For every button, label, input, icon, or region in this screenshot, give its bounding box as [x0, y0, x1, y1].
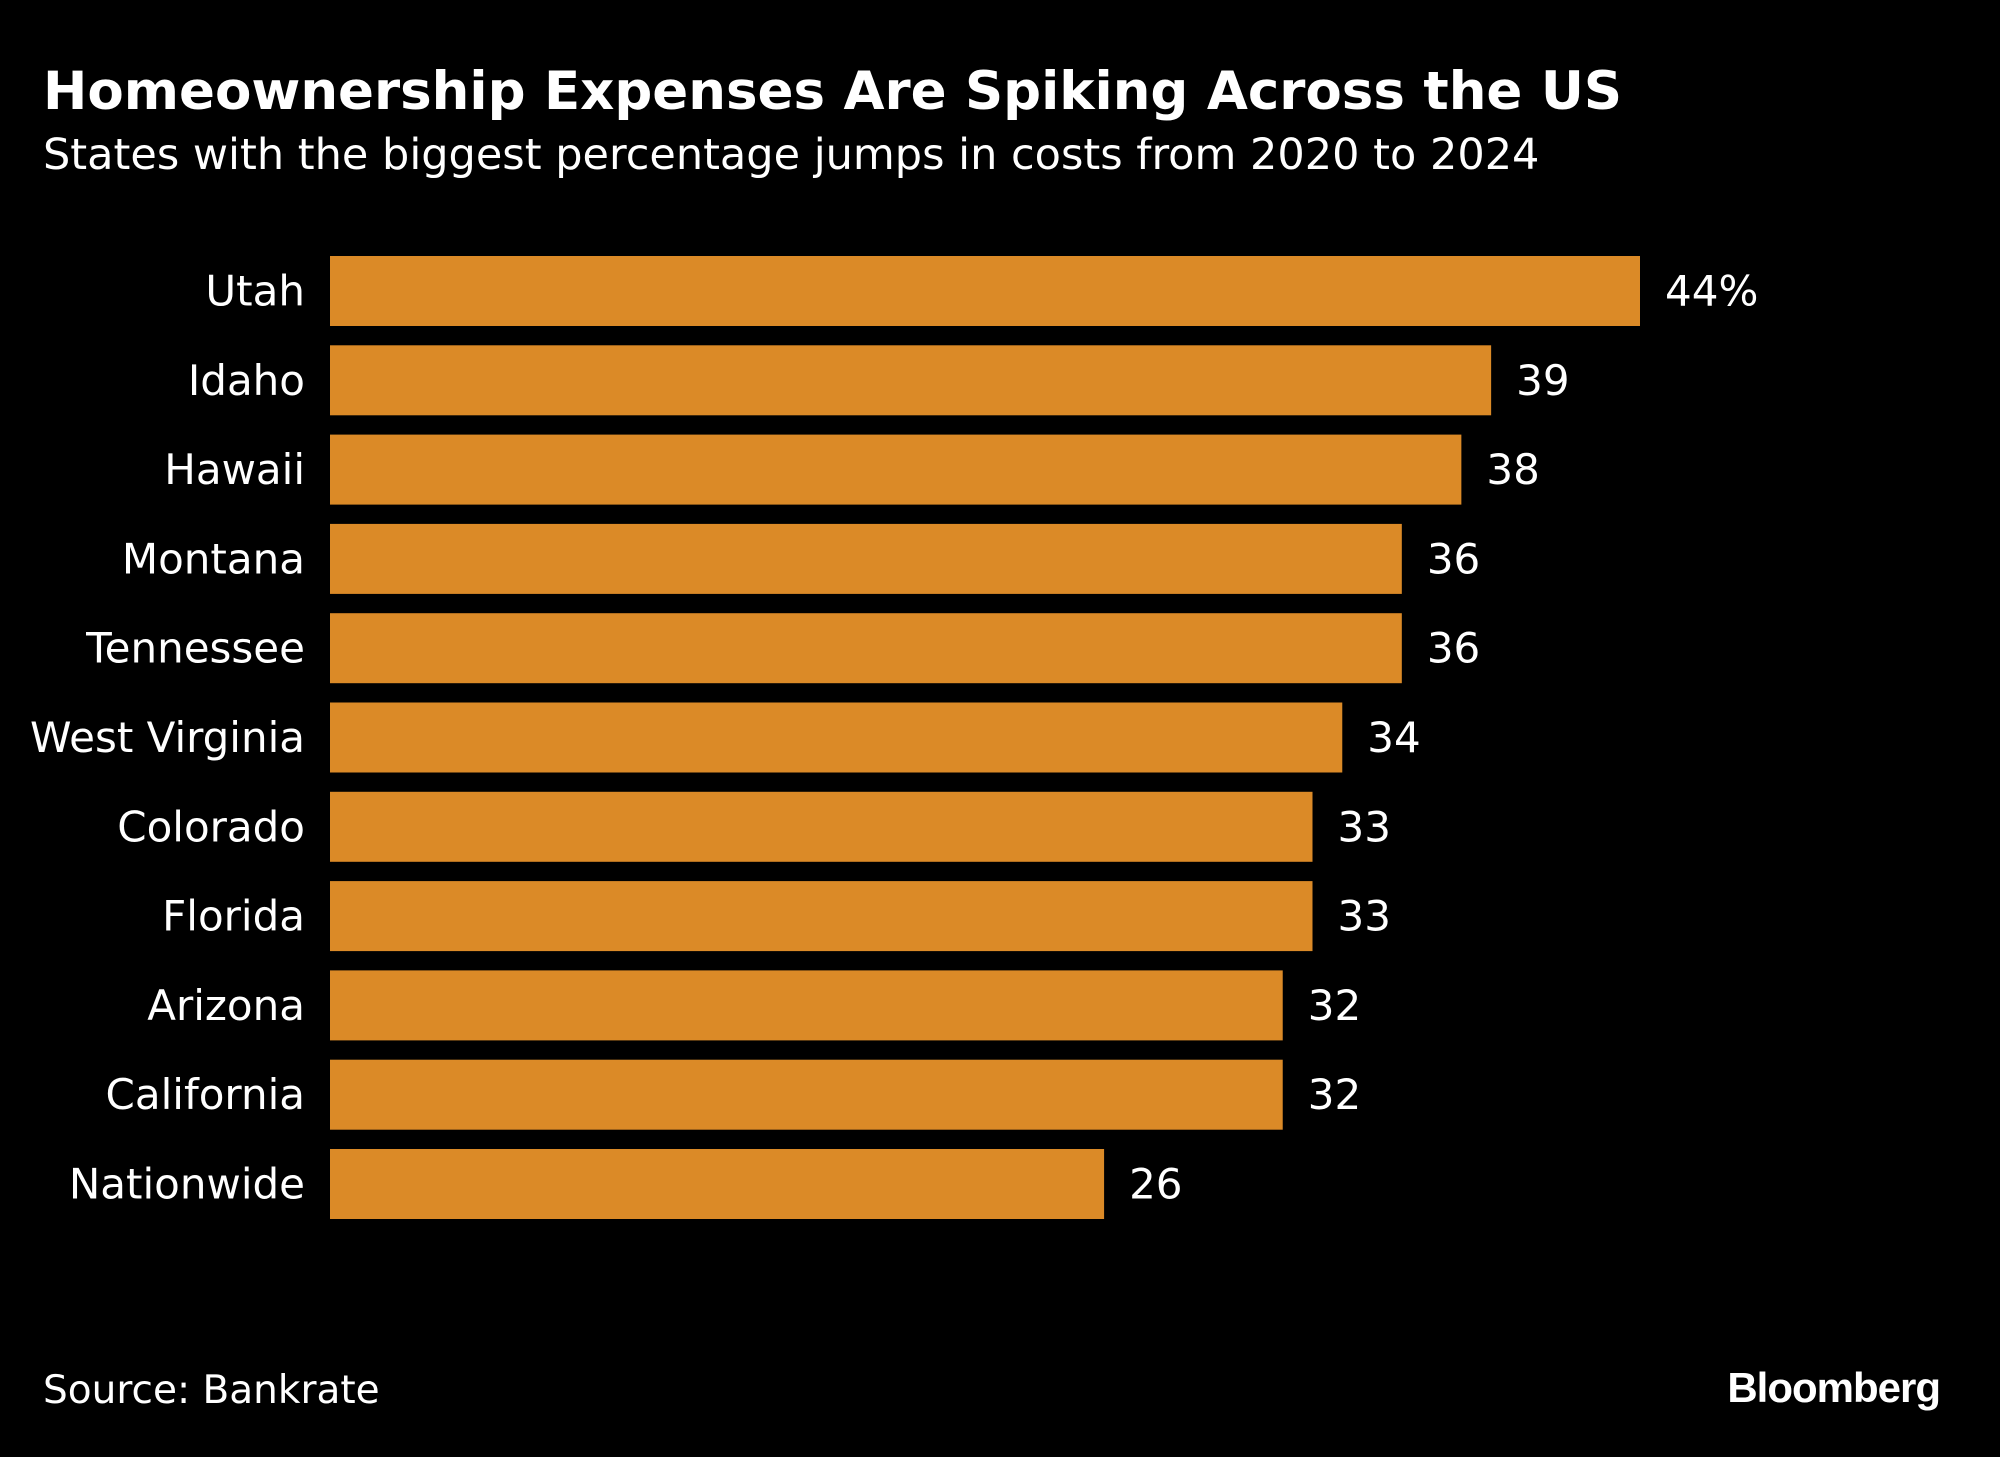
category-label: Florida: [162, 892, 305, 941]
bar-montana: [330, 523, 1402, 594]
bar-chart: Utah 44% Idaho 39 Hawaii 38 Montana 36 Tennessee…: [30, 256, 1758, 1219]
bar-utah: [330, 256, 1640, 326]
value-label: 32: [1308, 1070, 1361, 1119]
value-label: 32: [1308, 981, 1361, 1030]
chart-title: Homeownership Expenses Are Spiking Acros…: [43, 61, 1623, 122]
source-note: Source: Bankrate: [43, 1368, 380, 1413]
category-label: Hawaii: [164, 445, 305, 494]
category-label: Montana: [122, 534, 305, 583]
category-label: West Virginia: [30, 713, 305, 762]
chart-subtitle: States with the biggest percentage jumps…: [43, 130, 1540, 180]
category-label: Colorado: [117, 802, 305, 851]
category-label: Utah: [205, 267, 305, 316]
bar-tennessee: [330, 613, 1402, 684]
value-label: 34: [1367, 713, 1420, 762]
bar-arizona: [330, 970, 1283, 1041]
category-label: Tennessee: [85, 624, 305, 673]
value-label: 39: [1516, 356, 1569, 405]
bloomberg-logo: Bloomberg: [1727, 1364, 1941, 1411]
value-label: 36: [1427, 624, 1480, 673]
bar-west-virginia: [330, 702, 1343, 773]
value-label: 26: [1129, 1160, 1182, 1209]
category-label: California: [106, 1070, 305, 1119]
value-label: 44%: [1665, 267, 1758, 316]
bar-colorado: [330, 791, 1313, 862]
value-label: 38: [1486, 445, 1539, 494]
bar-idaho: [330, 345, 1492, 416]
value-label: 36: [1427, 534, 1480, 583]
bar-hawaii: [330, 434, 1462, 505]
category-label: Nationwide: [69, 1160, 305, 1209]
value-label: 33: [1338, 802, 1391, 851]
bar-florida: [330, 881, 1313, 952]
category-label: Arizona: [147, 981, 305, 1030]
bar-california: [330, 1059, 1283, 1130]
category-label: Idaho: [188, 356, 305, 405]
bar-nationwide: [330, 1149, 1105, 1219]
value-label: 33: [1338, 892, 1391, 941]
